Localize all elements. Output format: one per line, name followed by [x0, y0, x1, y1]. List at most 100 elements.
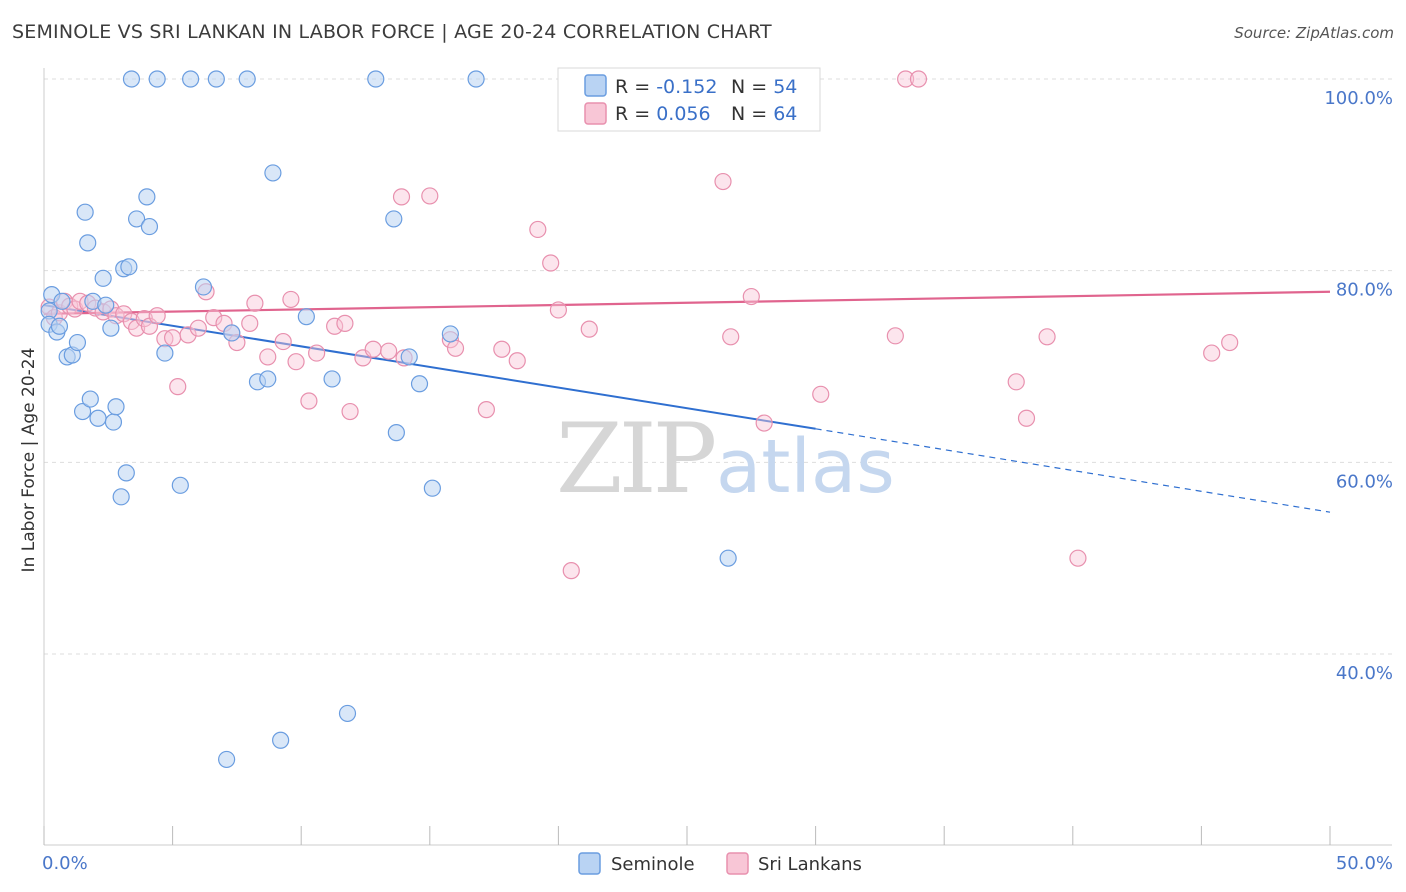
- legend: R = -0.152 N = 54 R = 0.056 N = 64: [557, 67, 821, 132]
- data-point-sri-lankans: [714, 172, 732, 191]
- bottom-legend: Seminole Sri Lankans: [578, 852, 862, 875]
- data-point-seminole: [467, 70, 485, 88]
- data-point-sri-lankans: [1007, 373, 1025, 391]
- legend-row-sri-lankans: R = 0.056: [615, 103, 711, 125]
- data-point-seminole: [112, 488, 130, 506]
- data-point-sri-lankans: [508, 352, 526, 370]
- data-point-seminole: [223, 324, 241, 342]
- data-point-seminole: [76, 203, 94, 221]
- data-point-seminole: [79, 234, 97, 252]
- data-point-seminole: [117, 464, 135, 482]
- data-point-seminole: [272, 731, 290, 749]
- legend-swatch-seminole: [584, 74, 607, 97]
- data-point-seminole: [81, 390, 99, 408]
- data-point-seminole: [156, 344, 174, 362]
- legend-r-label: R =: [615, 76, 656, 98]
- axes: [43, 68, 1392, 846]
- legend-n-sri-lankans: N = 64: [731, 103, 797, 125]
- chart-source: Source: ZipAtlas.com: [1234, 24, 1394, 42]
- legend-r-value: 0.056: [656, 103, 710, 125]
- data-point-seminole: [423, 479, 441, 497]
- data-point-sri-lankans: [722, 328, 740, 346]
- data-point-seminole: [97, 296, 115, 314]
- data-point-sri-lankans: [259, 348, 277, 366]
- data-point-seminole: [120, 258, 138, 276]
- data-point-sri-lankans: [1221, 333, 1239, 352]
- data-point-sri-lankans: [246, 294, 264, 312]
- data-point-sri-lankans: [300, 392, 318, 410]
- data-point-seminole: [410, 375, 429, 393]
- data-point-seminole: [73, 402, 92, 421]
- data-point-sri-lankans: [529, 220, 547, 239]
- data-point-seminole: [53, 292, 71, 310]
- data-point-seminole: [140, 217, 159, 236]
- legend-row-seminole: R = -0.152: [615, 76, 717, 98]
- data-point-sri-lankans: [179, 326, 197, 344]
- data-point-sri-lankans: [421, 187, 439, 205]
- data-point-sri-lankans: [493, 340, 511, 358]
- data-point-seminole: [89, 409, 107, 427]
- data-point-sri-lankans: [336, 314, 354, 332]
- bottom-legend-swatch-sri-lankans: [726, 852, 749, 875]
- data-point-seminole: [107, 398, 125, 416]
- legend-n-label: N =: [731, 103, 773, 125]
- data-point-seminole: [127, 210, 146, 228]
- data-point-sri-lankans: [282, 290, 300, 309]
- data-point-seminole: [94, 269, 112, 287]
- data-point-sri-lankans: [287, 353, 305, 371]
- data-point-sri-lankans: [205, 309, 223, 327]
- y-tick-label: 80.0%: [1336, 280, 1393, 301]
- data-point-seminole: [323, 370, 341, 388]
- data-point-sri-lankans: [189, 319, 207, 337]
- data-point-sri-lankans: [562, 562, 580, 580]
- legend-r-label: R =: [615, 103, 656, 125]
- data-point-seminole: [50, 317, 69, 335]
- chart-title: SEMINOLE VS SRI LANKAN IN LABOR FORCE | …: [12, 21, 772, 43]
- tick-labels: 100.0% 80.0% 60.0% 40.0% 0.0% 50.0%: [42, 88, 1393, 874]
- bottom-legend-swatch-seminole: [578, 852, 601, 875]
- data-point-sri-lankans: [341, 402, 359, 421]
- data-point-seminole: [182, 70, 200, 88]
- data-point-sri-lankans: [549, 301, 568, 319]
- data-point-sri-lankans: [164, 329, 182, 347]
- zipatlas-watermark: ZIP atlas: [556, 403, 895, 515]
- data-point-seminole: [441, 325, 459, 343]
- data-point-sri-lankans: [1069, 549, 1087, 567]
- series-sri-lankans: [40, 70, 1239, 580]
- data-point-seminole: [264, 164, 282, 182]
- data-point-sri-lankans: [755, 414, 773, 432]
- data-point-seminole: [138, 188, 156, 206]
- data-point-seminole: [148, 70, 166, 88]
- data-point-sri-lankans: [380, 342, 398, 360]
- data-point-sri-lankans: [169, 378, 187, 396]
- series-seminole: [40, 70, 737, 769]
- data-point-seminole: [338, 704, 357, 723]
- y-axis-label: In Labor Force | Age 20-24: [19, 348, 39, 573]
- data-point-sri-lankans: [1017, 409, 1036, 427]
- data-point-sri-lankans: [897, 70, 915, 88]
- y-tick-label: 40.0%: [1336, 663, 1393, 684]
- data-point-sri-lankans: [1203, 344, 1221, 362]
- data-point-seminole: [218, 750, 236, 769]
- data-point-seminole: [207, 70, 225, 88]
- data-point-sri-lankans: [308, 344, 326, 362]
- legend-swatch-sri-lankans: [584, 102, 607, 125]
- trend-line-dashed: [815, 428, 1331, 513]
- data-point-sri-lankans: [392, 188, 411, 206]
- trend-line-solid: [43, 290, 1331, 315]
- legend-n-value: 64: [773, 103, 797, 125]
- data-point-seminole: [367, 70, 385, 88]
- data-point-seminole: [194, 278, 213, 296]
- data-point-seminole: [102, 319, 120, 337]
- data-point-sri-lankans: [477, 401, 495, 419]
- watermark-zip: ZIP: [556, 403, 715, 515]
- legend-n-label: N =: [731, 76, 773, 98]
- y-tick-label: 60.0%: [1336, 471, 1393, 492]
- data-point-seminole: [68, 333, 87, 352]
- data-point-seminole: [171, 476, 189, 494]
- data-point-seminole: [259, 370, 277, 388]
- data-point-sri-lankans: [580, 320, 598, 338]
- data-point-seminole: [104, 413, 123, 431]
- data-point-sri-lankans: [812, 385, 830, 403]
- data-point-seminole: [387, 424, 405, 442]
